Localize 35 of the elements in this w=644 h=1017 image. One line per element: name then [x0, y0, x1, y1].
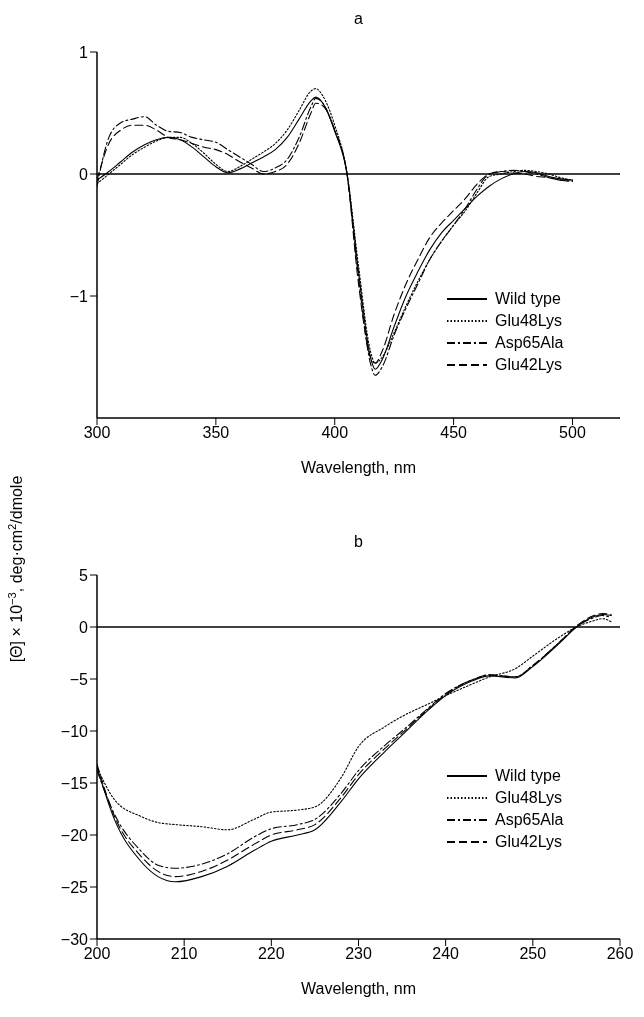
x-tick-label: 210 [170, 945, 198, 963]
x-tick-label: 250 [519, 945, 547, 963]
x-tick-label: 400 [321, 424, 349, 442]
y-tick-label: −1 [69, 287, 89, 305]
y-tick-label: −25 [60, 878, 89, 896]
legend-label: Glu42Lys [495, 833, 562, 851]
x-tick-label: 230 [345, 945, 372, 963]
x-tick-label: 240 [432, 945, 460, 963]
y-tick-label: −15 [60, 774, 89, 792]
legend-label: Glu48Lys [495, 312, 562, 330]
legend-label: Asp65Ala [495, 811, 564, 829]
legend-label: Wild type [495, 290, 561, 308]
legend-label: Glu48Lys [495, 789, 562, 807]
chart-title: a [354, 10, 364, 27]
y-tick-label: 0 [79, 165, 89, 183]
x-tick-label: 200 [83, 945, 111, 963]
x-tick-label: 220 [257, 945, 285, 963]
x-tick-label: 350 [202, 424, 230, 442]
legend-label: Glu42Lys [495, 356, 562, 374]
y-tick-label: 5 [79, 566, 89, 584]
legend-label: Asp65Ala [495, 334, 564, 352]
x-tick-label: 450 [440, 424, 468, 442]
y-tick-label: −10 [60, 722, 89, 740]
x-tick-label: 260 [606, 945, 634, 963]
y-tick-label: −30 [60, 930, 89, 948]
y-tick-label: 1 [79, 43, 89, 61]
y-tick-label: −20 [60, 826, 89, 844]
y-tick-label: 0 [79, 618, 89, 636]
x-tick-label: 500 [559, 424, 586, 442]
x-axis-title: Wavelength, nm [300, 980, 417, 997]
x-axis-title: Wavelength, nm [300, 459, 417, 476]
chart-title: b [354, 533, 364, 550]
x-tick-label: 300 [83, 424, 111, 442]
y-tick-label: −5 [69, 670, 89, 688]
legend-label: Wild type [495, 767, 561, 785]
